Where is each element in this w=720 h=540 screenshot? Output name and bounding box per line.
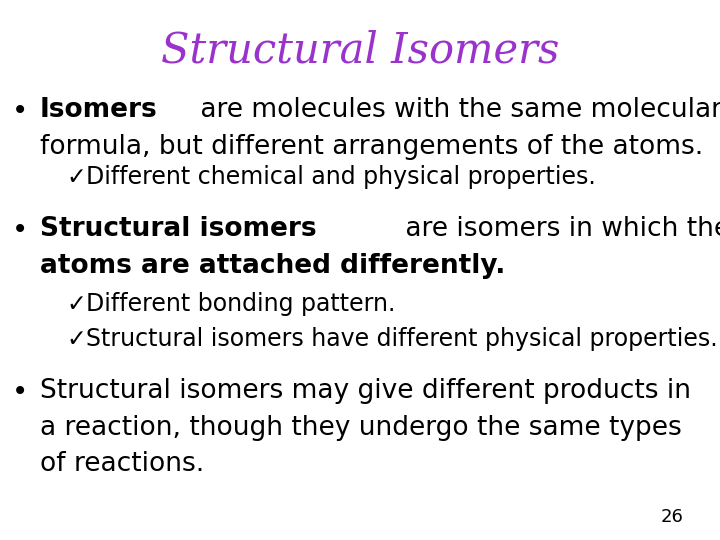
Text: •: • [12, 378, 29, 406]
Text: of reactions.: of reactions. [40, 451, 204, 477]
Text: ✓: ✓ [66, 327, 86, 350]
Text: Structural isomers: Structural isomers [40, 216, 316, 242]
Text: 26: 26 [661, 509, 684, 526]
Text: ✓: ✓ [66, 165, 86, 188]
Text: Different chemical and physical properties.: Different chemical and physical properti… [86, 165, 596, 188]
Text: Structural isomers may give different products in: Structural isomers may give different pr… [40, 378, 690, 404]
Text: Different bonding pattern.: Different bonding pattern. [86, 292, 396, 315]
Text: are isomers in which the: are isomers in which the [397, 216, 720, 242]
Text: atoms are attached differently.: atoms are attached differently. [40, 253, 505, 279]
Text: Isomers: Isomers [40, 97, 158, 123]
Text: formula, but different arrangements of the atoms.: formula, but different arrangements of t… [40, 134, 703, 160]
Text: a reaction, though they undergo the same types: a reaction, though they undergo the same… [40, 415, 681, 441]
Text: •: • [12, 216, 29, 244]
Text: Structural Isomers: Structural Isomers [161, 30, 559, 72]
Text: are molecules with the same molecular: are molecules with the same molecular [192, 97, 720, 123]
Text: ✓: ✓ [66, 292, 86, 315]
Text: •: • [12, 97, 29, 125]
Text: Structural isomers have different physical properties.: Structural isomers have different physic… [86, 327, 718, 350]
